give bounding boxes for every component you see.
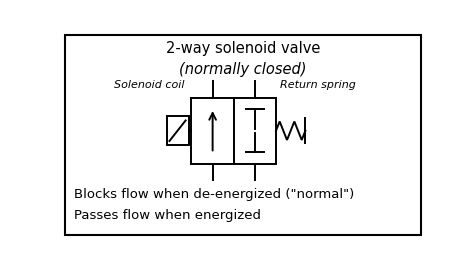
Bar — [234, 98, 276, 164]
Text: Blocks flow when de-energized ("normal"): Blocks flow when de-energized ("normal") — [74, 188, 354, 201]
Text: Return spring: Return spring — [280, 80, 356, 91]
Bar — [166, 116, 189, 145]
Text: (normally closed): (normally closed) — [179, 62, 307, 77]
Bar — [191, 98, 234, 164]
Text: 2-way solenoid valve: 2-way solenoid valve — [166, 41, 320, 56]
Text: Passes flow when energized: Passes flow when energized — [74, 209, 261, 222]
Text: Solenoid coil: Solenoid coil — [114, 80, 184, 91]
